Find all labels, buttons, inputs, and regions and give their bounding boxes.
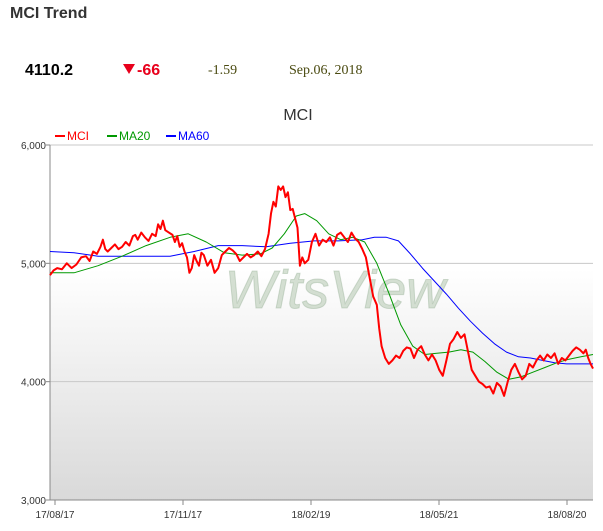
change-percent: -1.59 <box>208 63 238 78</box>
down-arrow-icon <box>123 64 135 74</box>
y-tick-label: 4,000 <box>21 378 46 389</box>
change-value: -66 <box>137 62 161 79</box>
legend-label-ma60: MA60 <box>178 129 210 143</box>
chart-page-title: MCI Trend <box>10 5 88 22</box>
chart-title: MCI <box>283 107 312 124</box>
mci-line-chart: MCI 3,000 4,000 5,000 6,000 17/08/17 17/11/17 1… <box>21 107 594 521</box>
series-line-mci <box>49 185 594 397</box>
price-change: -66 <box>123 62 160 80</box>
legend-label-ma20: MA20 <box>119 129 151 143</box>
series-line-ma20 <box>50 213 594 380</box>
x-tick-label: 17/08/17 <box>36 510 75 521</box>
series-line-ma60 <box>49 236 593 365</box>
x-tick-label: 17/11/17 <box>164 510 203 521</box>
x-tick-label: 18/02/19 <box>292 510 331 521</box>
x-tick-label: 18/05/21 <box>420 510 459 521</box>
quote-row: 4110.2 -66 -1.59 Sep.06, 2018 <box>0 62 603 84</box>
quote-date: Sep.06, 2018 <box>289 63 363 78</box>
plot-background <box>50 145 593 500</box>
y-tick-label: 6,000 <box>21 141 46 152</box>
x-tick-label: 18/08/20 <box>548 510 587 521</box>
current-price: 4110.2 <box>25 62 74 79</box>
witsview-watermark: WitsView <box>225 260 449 320</box>
y-tick-label: 5,000 <box>21 259 46 270</box>
y-tick-label: 3,000 <box>21 496 46 507</box>
legend-label-mci: MCI <box>67 129 89 143</box>
